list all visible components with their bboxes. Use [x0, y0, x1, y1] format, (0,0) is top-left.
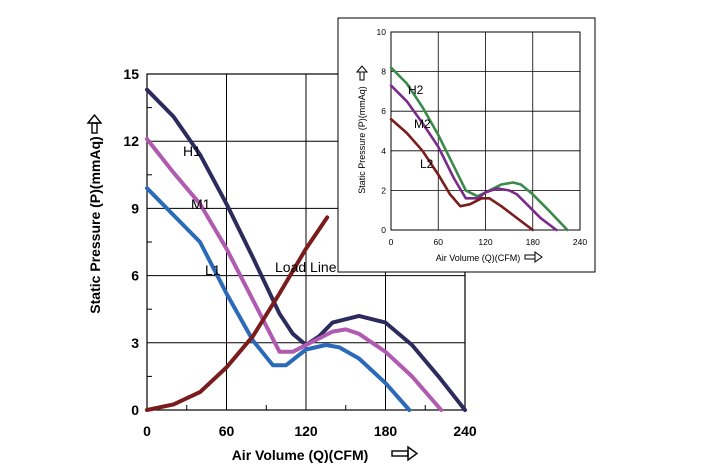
main-series-group: [145, 87, 467, 412]
inset-y-axis-label: Static Pressure (P)(mmAq): [357, 86, 367, 194]
y-tick-label: 8: [381, 67, 386, 77]
main-curve-labels: H1 M1 L1 Load Line: [183, 143, 337, 278]
y-tick-label: 6: [381, 106, 386, 116]
inset-y-axis-arrow-icon: [355, 65, 369, 81]
y-tick-label: 12: [123, 133, 139, 149]
x-axis-arrow-icon: [391, 445, 419, 462]
main-x-tick-labels: 0 60 120 180 240: [143, 423, 477, 439]
series-l2-line: [389, 117, 535, 232]
series-load-line-line: [145, 215, 330, 412]
y-tick-label: 0: [381, 225, 386, 235]
main-y-axis-label: Static Pressure (P)(mmAq): [87, 136, 103, 313]
y-tick-label: 4: [381, 146, 386, 156]
inset-y-tick-labels: 0 2 4 6 8 10: [377, 27, 387, 235]
label-l2: L2: [420, 157, 434, 171]
x-tick-label: 180: [526, 237, 540, 247]
inset-curve-labels: H2 M2 L2: [408, 83, 434, 171]
y-tick-label: 3: [131, 335, 139, 351]
y-axis-arrow-icon: [86, 113, 103, 134]
inset-chart: 0 60 120 180 240 0 2 4 6 8 10 Air Volume (Q)(CFM)…: [337, 17, 596, 273]
x-tick-label: 0: [143, 423, 151, 439]
inset-x-tick-labels: 0 60 120 180 240: [389, 237, 588, 247]
x-tick-label: 120: [294, 423, 318, 439]
label-load-line: Load Line: [275, 259, 337, 275]
series-m2-line: [389, 84, 558, 232]
series-l1-line: [145, 186, 412, 412]
label-l1: L1: [205, 262, 221, 278]
series-m1-line: [145, 137, 444, 412]
x-tick-label: 180: [374, 423, 398, 439]
x-tick-label: 60: [434, 237, 444, 247]
inset-x-axis-arrow-icon: [524, 251, 543, 263]
main-minor-ticks: [147, 107, 426, 410]
y-tick-label: 9: [131, 200, 139, 216]
x-tick-label: 120: [478, 237, 492, 247]
label-h1: H1: [183, 143, 201, 159]
y-tick-label: 0: [131, 402, 139, 418]
inset-x-axis-label: Air Volume (Q)(CFM): [436, 253, 521, 263]
x-tick-label: 240: [453, 423, 477, 439]
y-tick-label: 6: [131, 268, 139, 284]
label-h2: H2: [408, 83, 424, 97]
x-tick-label: 60: [219, 423, 235, 439]
label-m1: M1: [191, 196, 211, 212]
main-x-axis-label: Air Volume (Q)(CFM): [232, 447, 369, 463]
label-m2: M2: [414, 117, 431, 131]
y-tick-label: 10: [377, 27, 387, 37]
main-y-tick-labels: 0 3 6 9 12 15: [123, 66, 139, 418]
x-tick-label: 240: [573, 237, 587, 247]
inset-series-group: [389, 66, 569, 232]
y-tick-label: 15: [123, 66, 139, 82]
y-tick-label: 2: [381, 185, 386, 195]
x-tick-label: 0: [389, 237, 394, 247]
